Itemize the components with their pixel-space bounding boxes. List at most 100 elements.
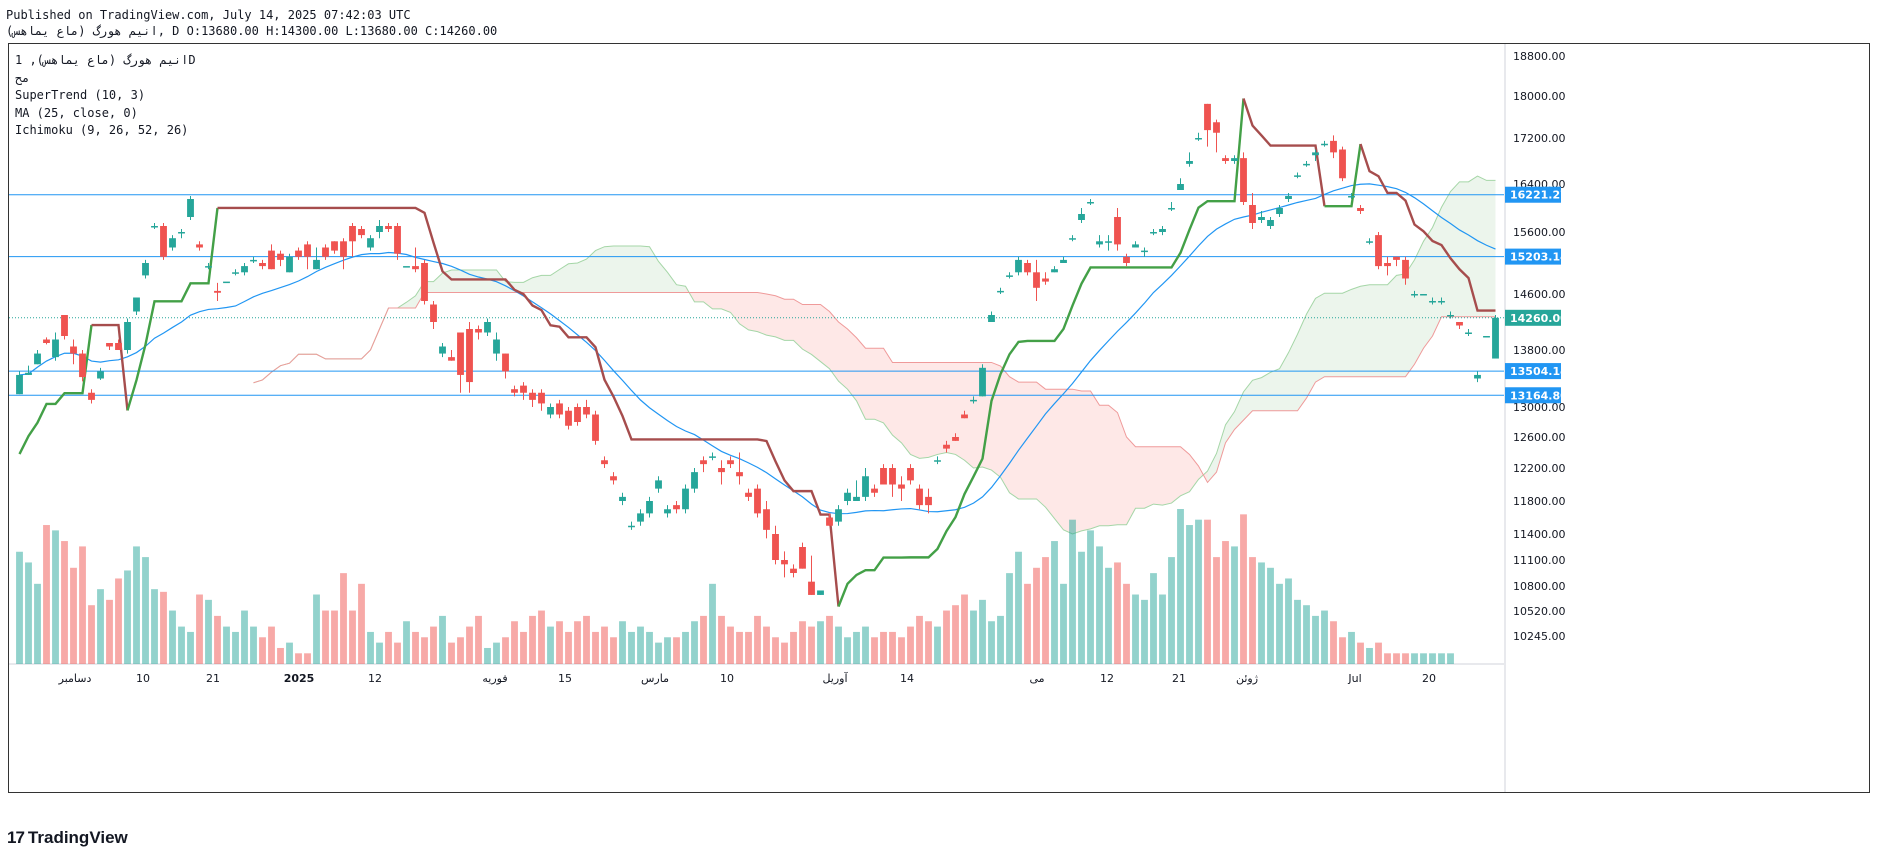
cloud-segment: [1009, 376, 1019, 499]
cloud-segment: [1180, 446, 1190, 496]
price-tick-label: 10520.00: [1513, 605, 1566, 618]
candle-body: [574, 407, 581, 422]
volume-bar: [403, 621, 410, 664]
cloud-segment: [586, 250, 596, 293]
cloud-segment: [829, 311, 839, 382]
volume-bar: [1141, 599, 1148, 664]
candle-body: [970, 399, 977, 402]
volume-bar: [943, 610, 950, 664]
volume-bar: [1195, 519, 1202, 664]
volume-bar: [1168, 557, 1175, 664]
volume-bar: [1204, 519, 1211, 664]
volume-bar: [367, 631, 374, 664]
cloud-segment: [433, 273, 443, 293]
chart-area[interactable]: 18800.00 18000.00 17200.00 16400.00 15600.00…: [8, 43, 1870, 793]
candle-body: [547, 407, 554, 415]
candle-body: [1240, 158, 1247, 202]
candle-body: [583, 407, 590, 415]
price-line-label-bg: [1505, 387, 1561, 404]
volume-bar: [1060, 583, 1067, 664]
volume-bar: [952, 605, 959, 664]
volume-bar: [1339, 637, 1346, 664]
chart-svg[interactable]: 18800.0018000.0017200.0016400.0015600.00…: [9, 44, 1869, 792]
cloud-segment: [1342, 289, 1352, 377]
cloud-segment: [1288, 334, 1298, 411]
volume-bar: [205, 599, 212, 664]
cloud-segment: [883, 348, 893, 436]
candle-body: [646, 501, 653, 514]
supertrend-down-line: [91, 323, 129, 411]
cloud-segment: [658, 261, 668, 293]
candle-body: [1294, 175, 1301, 177]
legend-ichimoku[interactable]: Ichimoku (9, 26, 52, 26): [15, 123, 189, 137]
candle-body: [1096, 241, 1103, 245]
volume-bar: [646, 631, 653, 664]
volume-bar: [1087, 530, 1094, 664]
candle-body: [376, 226, 383, 232]
volume-bar: [538, 610, 545, 664]
candle-body: [457, 332, 464, 375]
cloud-segment: [1306, 298, 1316, 399]
volume-bar: [844, 637, 851, 664]
volume-bar: [457, 637, 464, 664]
cloud-segment: [1144, 446, 1154, 509]
cloud-segment: [1351, 286, 1361, 377]
candle-body: [880, 468, 887, 485]
time-tick-label: ژوئن: [1236, 672, 1258, 685]
volume-bar: [979, 599, 986, 664]
volume-bar: [520, 631, 527, 664]
candle-body: [430, 304, 437, 322]
cloud-segment: [964, 362, 974, 468]
candle-body: [1069, 238, 1076, 240]
volume-bar: [880, 631, 887, 664]
candle-body: [304, 244, 311, 257]
candle-body: [1042, 278, 1049, 282]
price-tick-label: 12600.00: [1513, 431, 1566, 444]
volume-bar: [619, 621, 626, 664]
volume-bar: [565, 631, 572, 664]
volume-bar: [1222, 541, 1229, 664]
legend-supertrend[interactable]: SuperTrend (10, 3): [15, 88, 146, 102]
volume-bar: [1150, 573, 1157, 664]
volume-bar: [448, 642, 455, 664]
candle-body: [565, 410, 572, 426]
cloud-segment: [469, 269, 479, 293]
volume-bar: [862, 626, 869, 664]
candle-body: [1276, 208, 1283, 214]
candle-body: [1033, 272, 1040, 288]
candle-body: [655, 480, 662, 489]
cloud-segment: [1297, 314, 1307, 411]
volume-bar: [997, 615, 1004, 664]
time-tick-label: 12: [368, 672, 382, 685]
candle-body: [799, 547, 806, 569]
candle-body: [133, 297, 140, 312]
legend-ma[interactable]: MA (25, close, 0): [15, 105, 138, 120]
candle-body: [1123, 256, 1130, 263]
cloud-segment: [1360, 284, 1370, 377]
volume-bar: [88, 605, 95, 664]
tradingview-logo[interactable]: 17 TradingView: [7, 828, 128, 848]
candle-body: [691, 472, 698, 489]
candle-body: [835, 509, 842, 522]
candle-body: [889, 468, 896, 485]
candle-body: [844, 492, 851, 501]
volume-bar: [547, 626, 554, 664]
volume-bar: [1411, 653, 1418, 664]
candle-body: [1357, 208, 1364, 211]
volume-bar: [142, 557, 149, 664]
cloud-segment: [874, 348, 884, 423]
time-tick-label: 10: [720, 672, 734, 685]
cloud-segment: [487, 269, 497, 293]
cloud-segment: [928, 362, 938, 458]
price-line-label-bg: [1505, 363, 1561, 380]
cloud-segment: [802, 304, 812, 355]
volume-bar: [1123, 583, 1130, 664]
volume-bar: [1375, 642, 1382, 664]
candle-body: [313, 259, 320, 270]
price-line-label-bg: [1505, 248, 1561, 265]
volume-bar: [169, 610, 176, 664]
cloud-segment: [757, 292, 767, 336]
cloud-segment: [901, 362, 911, 455]
cloud-segment: [460, 269, 470, 293]
volume-bar: [70, 567, 77, 664]
